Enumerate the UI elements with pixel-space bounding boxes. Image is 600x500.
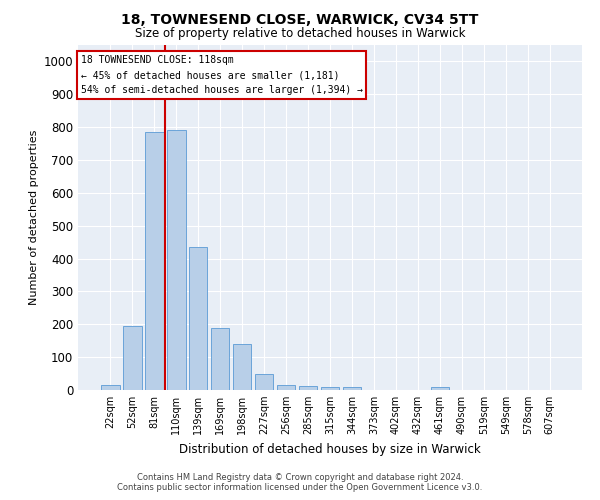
Bar [123, 326, 142, 390]
Bar [101, 385, 119, 390]
Text: Contains HM Land Registry data © Crown copyright and database right 2024.
Contai: Contains HM Land Registry data © Crown c… [118, 473, 482, 492]
Bar [277, 385, 295, 390]
Text: 18, TOWNESEND CLOSE, WARWICK, CV34 5TT: 18, TOWNESEND CLOSE, WARWICK, CV34 5TT [121, 12, 479, 26]
Bar [189, 247, 208, 390]
Y-axis label: Number of detached properties: Number of detached properties [29, 130, 40, 305]
Bar [255, 374, 274, 390]
Bar [343, 386, 361, 390]
Bar [211, 328, 229, 390]
X-axis label: Distribution of detached houses by size in Warwick: Distribution of detached houses by size … [179, 442, 481, 456]
Bar [299, 386, 317, 390]
Bar [233, 344, 251, 390]
Bar [320, 386, 340, 390]
Text: 18 TOWNESEND CLOSE: 118sqm
← 45% of detached houses are smaller (1,181)
54% of s: 18 TOWNESEND CLOSE: 118sqm ← 45% of deta… [80, 56, 362, 95]
Bar [167, 130, 185, 390]
Bar [145, 132, 164, 390]
Bar [431, 386, 449, 390]
Text: Size of property relative to detached houses in Warwick: Size of property relative to detached ho… [135, 28, 465, 40]
